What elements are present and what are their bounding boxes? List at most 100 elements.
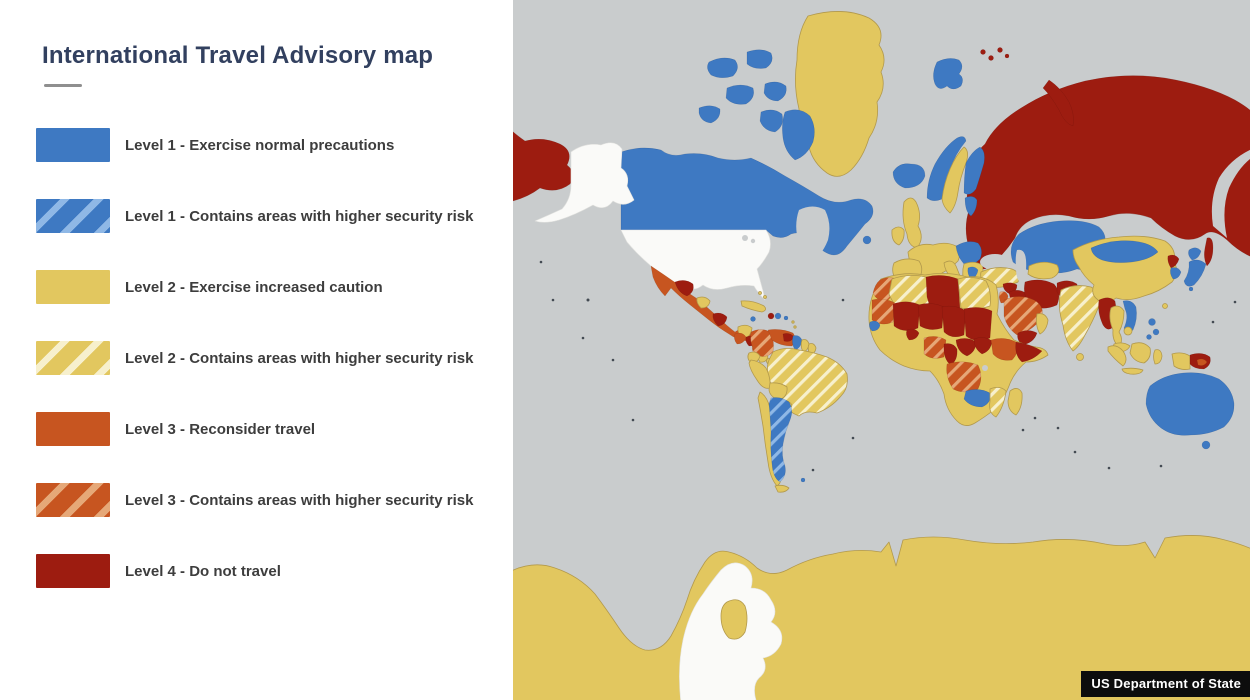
legend-item-level2: Level 2 - Exercise increased caution <box>36 270 473 304</box>
region-thailand <box>1109 305 1125 348</box>
region-philippines <box>1146 334 1152 340</box>
region-central-europe <box>955 241 982 266</box>
legend-label: Level 2 - Contains areas with higher sec… <box>125 349 474 367</box>
island-speck <box>841 298 845 302</box>
legend-label: Level 1 - Exercise normal precautions <box>125 136 395 154</box>
island-speck <box>1159 464 1163 468</box>
region-vietnam <box>1122 300 1137 334</box>
region-peru <box>748 359 771 389</box>
region-united-kingdom <box>902 197 922 249</box>
region-west-papua <box>1171 352 1191 370</box>
region-bahamas <box>758 291 762 295</box>
legend-item-level3: Level 3 - Reconsider travel <box>36 412 473 446</box>
region-svalbard <box>933 58 963 90</box>
black-sea <box>980 254 1010 270</box>
island-speck <box>551 298 555 302</box>
title-underline <box>44 84 82 87</box>
region-argentina <box>768 397 792 483</box>
region-mexico-level2 <box>696 296 711 309</box>
region-falkland-islands <box>800 477 806 483</box>
sea-of-okhotsk <box>1211 149 1250 238</box>
region-lesser-antilles <box>791 320 795 324</box>
caspian-sea <box>1015 249 1027 284</box>
region-burkina-faso <box>906 328 920 341</box>
region-niger <box>917 303 945 330</box>
region-taiwan <box>1162 303 1168 309</box>
region-bahamas <box>763 295 767 299</box>
island-speck <box>1107 466 1111 470</box>
region-chukotka <box>513 131 574 202</box>
region-canadian-arctic <box>698 105 721 124</box>
region-senegal <box>869 320 881 332</box>
region-dominican-republic <box>774 312 782 320</box>
world-map-svg <box>513 11 1250 700</box>
region-tierra-del-fuego <box>774 484 790 493</box>
region-canadian-arctic <box>763 81 787 102</box>
lake-victoria <box>982 365 988 371</box>
page-title: International Travel Advisory map <box>42 42 434 69</box>
island-speck <box>1233 300 1237 304</box>
world-map: US Department of State <box>513 0 1250 700</box>
legend-label: Level 2 - Exercise increased caution <box>125 278 383 296</box>
island-speck <box>631 418 635 422</box>
region-sumatra <box>1107 345 1127 367</box>
region-yemen <box>1017 330 1038 346</box>
legend-label: Level 4 - Do not travel <box>125 562 281 580</box>
region-sudan <box>963 307 993 341</box>
region-franz-josef <box>988 55 994 61</box>
region-russia <box>965 75 1250 270</box>
great-lakes <box>750 238 756 244</box>
region-puerto-rico <box>783 315 789 321</box>
region-bolivia <box>768 382 788 401</box>
level4-swatch <box>36 554 110 588</box>
region-finland <box>963 146 985 195</box>
region-south-sudan <box>973 337 993 355</box>
great-lakes <box>742 235 748 241</box>
region-canadian-arctic <box>707 57 738 78</box>
legend: Level 1 - Exercise normal precautions Le… <box>36 128 473 588</box>
region-usa <box>620 229 771 301</box>
level1-striped-swatch <box>36 199 110 233</box>
region-guatemala <box>734 332 747 345</box>
region-greenland <box>795 11 885 177</box>
region-japan-honshu <box>1183 259 1207 287</box>
legend-item-level1: Level 1 - Exercise normal precautions <box>36 128 473 162</box>
region-suriname <box>800 339 810 353</box>
island-speck <box>811 468 815 472</box>
region-zambia <box>963 389 991 408</box>
region-central-african-republic <box>955 338 977 357</box>
region-mali <box>892 301 921 331</box>
region-iceland <box>892 163 926 189</box>
level2-swatch <box>36 270 110 304</box>
level1-swatch <box>36 128 110 162</box>
island-speck <box>1073 450 1077 454</box>
region-chad <box>941 305 967 338</box>
region-franz-josef <box>980 49 986 55</box>
region-antarctic-island <box>720 599 748 640</box>
region-canadian-arctic-baffin <box>782 109 815 161</box>
attribution-badge: US Department of State <box>1081 671 1250 697</box>
region-cameroon <box>943 343 958 366</box>
island-speck <box>1033 416 1037 420</box>
region-sakhalin <box>1204 237 1214 267</box>
region-franz-josef <box>1004 53 1010 59</box>
region-australia <box>1145 372 1235 436</box>
island-speck <box>1056 426 1060 430</box>
region-cuba <box>740 300 766 313</box>
region-newfoundland <box>862 235 872 245</box>
region-tasmania <box>1201 440 1211 450</box>
island-speck <box>851 436 855 440</box>
region-mongolia <box>1090 240 1159 263</box>
region-borneo <box>1129 342 1151 364</box>
hudson-bay <box>796 206 830 262</box>
region-java <box>1121 367 1144 375</box>
legend-item-level2-striped: Level 2 - Contains areas with higher sec… <box>36 341 473 375</box>
region-somalia <box>1015 341 1043 363</box>
region-oman <box>1036 313 1049 335</box>
region-mauritania <box>871 298 896 325</box>
region-png-highlands <box>1196 358 1208 366</box>
island-speck <box>1021 428 1025 432</box>
region-franz-josef <box>997 47 1003 53</box>
region-lesser-antilles <box>793 325 797 329</box>
